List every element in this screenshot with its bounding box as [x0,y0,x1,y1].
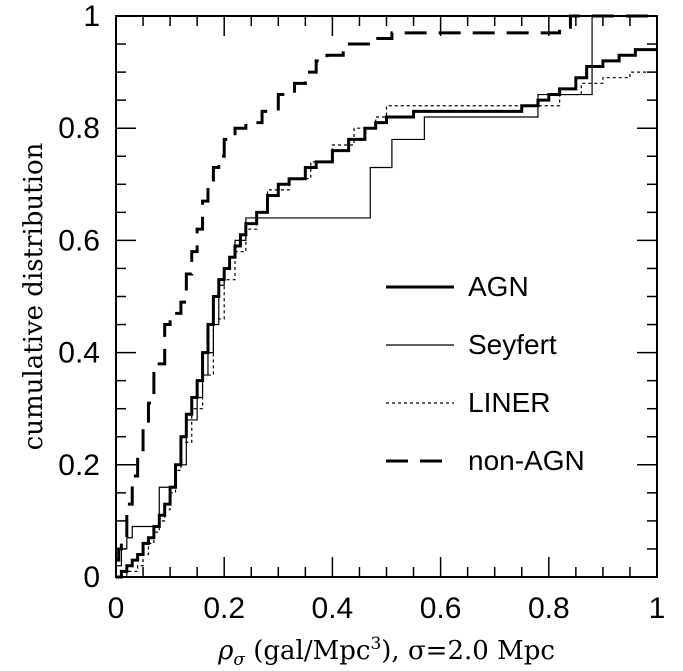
x-axis-title-sub: σ [233,650,245,670]
x-tick-labels: 0 0.2 0.4 0.6 0.8 1 [108,592,666,625]
y-tick-label: 1 [83,0,100,33]
plot-frame [115,15,658,578]
y-tick-labels: 0 0.2 0.4 0.6 0.8 1 [58,0,100,594]
x-tick-label: 0.6 [420,592,462,625]
legend-label-non-agn: non-AGN [468,445,585,476]
series-line-agn [116,48,657,579]
y-tick-label: 0.4 [58,337,100,370]
legend-label-seyfert: Seyfert [468,329,557,360]
y-tick-label: 0.6 [58,224,100,257]
x-tick-label: 1 [649,592,666,625]
x-axis-title-tail: ), σ=2.0 Mpc [381,636,555,666]
series-layer [116,14,658,579]
y-tick-label: 0.2 [58,449,100,482]
x-tick-label: 0 [108,592,125,625]
legend-label-liner: LINER [468,387,550,418]
y-axis-title: cumulative distribution [19,142,49,450]
x-tick-label: 0.2 [203,592,245,625]
y-tick-label: 0 [83,561,100,594]
legend: AGN Seyfert LINER non-AGN [386,271,585,476]
x-axis-title: ρσ (gal/Mpc3), σ=2.0 Mpc [217,634,555,670]
series-line-seyfert [116,15,657,567]
series-line-liner [116,60,658,578]
series-line-non-agn [116,14,657,562]
x-tick-label: 0.8 [528,592,570,625]
axis-ticks [115,15,658,578]
x-axis-title-rho: ρ [217,636,234,666]
y-tick-label: 0.8 [58,112,100,145]
legend-label-agn: AGN [468,271,529,302]
x-tick-label: 0.4 [312,592,354,625]
x-axis-title-sup: 3 [370,634,381,654]
x-axis-title-rest: (gal/Mpc [245,636,370,666]
